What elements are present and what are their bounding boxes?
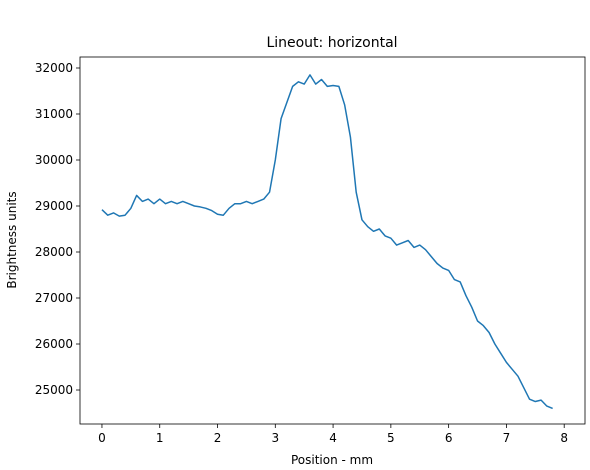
y-axis-label: Brightness units	[5, 191, 19, 288]
x-tick-label: 4	[329, 431, 337, 445]
x-tick-label: 3	[271, 431, 279, 445]
chart-title: Lineout: horizontal	[266, 35, 397, 51]
y-tick-label: 26000	[35, 337, 73, 351]
y-tick-label: 29000	[35, 199, 73, 213]
y-tick-label: 31000	[35, 107, 73, 121]
y-tick-label: 30000	[35, 153, 73, 167]
x-tick-label: 1	[156, 431, 164, 445]
y-tick-label: 28000	[35, 245, 73, 259]
x-tick-label: 7	[503, 431, 511, 445]
data-line	[101, 74, 553, 410]
y-tick-label: 27000	[35, 291, 73, 305]
y-tick-label: 25000	[35, 383, 73, 397]
y-tick-label: 32000	[35, 61, 73, 75]
plot-frame	[79, 56, 586, 425]
x-tick-label: 0	[98, 431, 106, 445]
x-tick-label: 8	[560, 431, 568, 445]
x-tick-label: 5	[387, 431, 395, 445]
x-tick-label: 2	[214, 431, 222, 445]
x-tick-label: 6	[445, 431, 453, 445]
x-axis-label: Position - mm	[291, 453, 373, 467]
